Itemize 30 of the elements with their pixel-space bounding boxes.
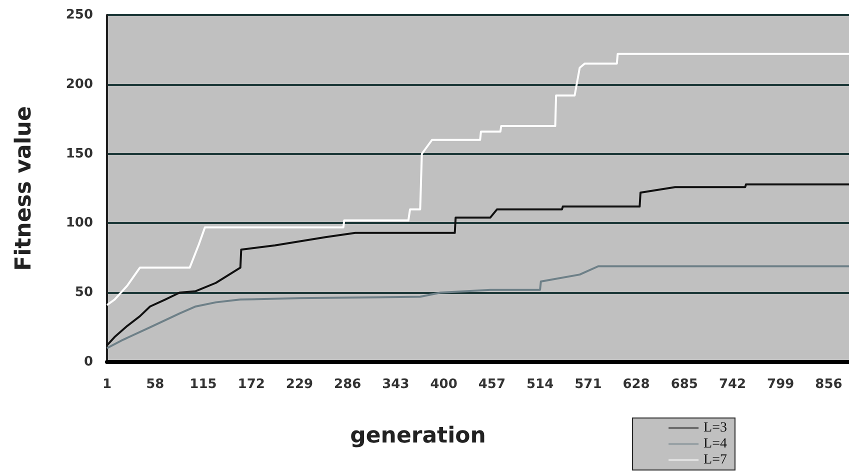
y-axis-title: Fitness value xyxy=(12,106,36,271)
line-series xyxy=(106,52,849,306)
x-tick-label: 343 xyxy=(382,377,410,392)
x-tick-label: 229 xyxy=(286,377,314,392)
x-tick-label: 799 xyxy=(767,377,794,392)
y-tick-label: 50 xyxy=(74,285,93,300)
x-tick-label: 1 xyxy=(102,377,112,392)
y-tick-label: 250 xyxy=(66,8,93,22)
y-tick-label: 0 xyxy=(84,354,93,370)
y-tick-label: 200 xyxy=(66,76,93,92)
x-tick-label: 400 xyxy=(430,377,458,392)
x-tick-label: 172 xyxy=(238,377,265,392)
legend-label: L=4 xyxy=(704,436,728,452)
y-tick-label: 150 xyxy=(66,146,93,162)
legend-label: L=3 xyxy=(704,420,728,436)
y-tick-label: 100 xyxy=(66,216,93,231)
x-tick-label: 58 xyxy=(146,377,164,392)
x-tick-label: 742 xyxy=(718,377,746,392)
x-tick-label: 628 xyxy=(622,377,650,392)
x-tick-label: 457 xyxy=(478,377,506,392)
x-axis-title: generation xyxy=(350,424,486,448)
x-tick-label: 685 xyxy=(670,377,698,392)
line-series xyxy=(106,183,849,346)
x-tick-label: 514 xyxy=(526,377,554,392)
x-tick-label: 571 xyxy=(574,377,602,392)
legend-label: L=7 xyxy=(704,452,728,468)
x-tick-label: 856 xyxy=(815,377,842,392)
x-tick-label: 115 xyxy=(190,377,217,392)
x-tick-label: 286 xyxy=(334,377,362,392)
line-series xyxy=(106,265,849,350)
